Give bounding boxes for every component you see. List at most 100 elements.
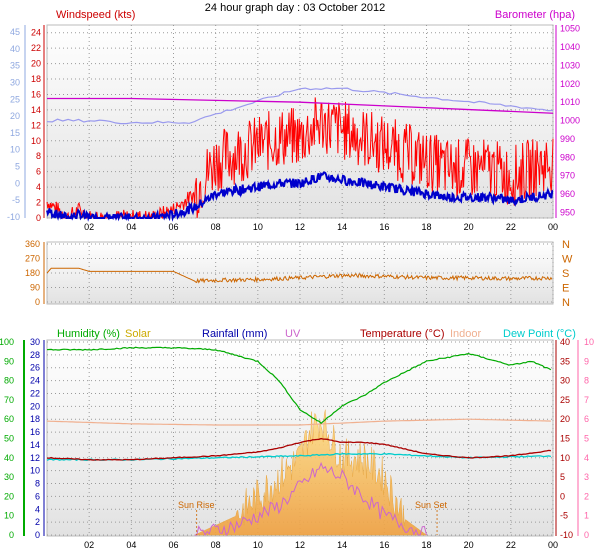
- dir-tick-label: 0: [35, 297, 40, 307]
- temp-tick-label: 30: [560, 376, 570, 386]
- wind-x-tick-label: 16: [379, 222, 389, 232]
- temp-x-tick-label: 22: [506, 540, 516, 550]
- legend-temperature: Temperature (°C): [360, 328, 444, 340]
- page-title: 24 hour graph day : 03 October 2012: [205, 2, 385, 14]
- uv-tick-label: 6: [584, 414, 589, 424]
- rain-tick-label: 0: [35, 530, 40, 540]
- legend-windspeed: Windspeed (kts): [56, 9, 135, 21]
- uv-tick-label: 9: [584, 356, 589, 366]
- baro-tick-label: 1050: [560, 24, 580, 34]
- wind-outer-tick-label: 40: [10, 44, 20, 54]
- rain-tick-label: 4: [35, 504, 40, 514]
- temp-x-tick-label: 14: [337, 540, 347, 550]
- legend-dewpoint: Dew Point (°C): [503, 328, 576, 340]
- wind-tick-label: 8: [36, 151, 41, 161]
- temp-tick-label: -10: [560, 530, 573, 540]
- dir-compass-label: N: [562, 239, 570, 251]
- baro-tick-label: 990: [560, 134, 575, 144]
- wind-tick-label: 16: [31, 89, 41, 99]
- dir-tick-label: 360: [25, 239, 40, 249]
- dir-compass-label: W: [562, 254, 573, 266]
- sunrise-label: Sun Rise: [178, 500, 215, 510]
- temp-tick-label: 5: [560, 472, 565, 482]
- humidity-tick-label: 50: [4, 434, 14, 444]
- temp-tick-label: 20: [560, 414, 570, 424]
- dir-compass-label: N: [562, 297, 570, 309]
- series-humidity: [46, 346, 552, 425]
- series-direction: [46, 267, 553, 284]
- rain-tick-label: 20: [30, 401, 40, 411]
- humidity-tick-label: 10: [4, 511, 14, 521]
- uv-tick-label: 10: [584, 337, 594, 347]
- temp-x-tick-label: 10: [253, 540, 263, 550]
- dir-compass-label: S: [562, 268, 569, 280]
- temp-x-tick-label: 06: [168, 540, 178, 550]
- legend-barometer: Barometer (hpa): [495, 9, 575, 21]
- baro-tick-label: 1020: [560, 79, 580, 89]
- wind-x-tick-label: 04: [126, 222, 136, 232]
- wind-x-tick-label: 06: [168, 222, 178, 232]
- wind-tick-label: 22: [31, 43, 41, 53]
- temp-tick-label: 10: [560, 453, 570, 463]
- rain-tick-label: 16: [30, 427, 40, 437]
- temp-tick-label: 0: [560, 491, 565, 501]
- uv-tick-label: 4: [584, 453, 589, 463]
- wind-outer-tick-label: 5: [15, 162, 20, 172]
- baro-tick-label: 960: [560, 189, 575, 199]
- rain-tick-label: 14: [30, 440, 40, 450]
- uv-tick-label: 7: [584, 395, 589, 405]
- legend-indoor: Indoor: [450, 328, 482, 340]
- temp-x-tick-label: 18: [421, 540, 431, 550]
- legend-rainfall: Rainfall (mm): [202, 328, 267, 340]
- wind-outer-tick-label: 30: [10, 77, 20, 87]
- wind-x-tick-label: 20: [464, 222, 474, 232]
- wind-outer-tick-label: -10: [7, 212, 20, 222]
- rain-tick-label: 8: [35, 479, 40, 489]
- wind-outer-tick-label: 0: [15, 178, 20, 188]
- wind-tick-label: 12: [31, 120, 41, 130]
- series-uv: [194, 461, 427, 537]
- wind-tick-label: 6: [36, 167, 41, 177]
- uv-tick-label: 2: [584, 491, 589, 501]
- wind-outer-tick-label: 45: [10, 27, 20, 37]
- humidity-tick-label: 30: [4, 472, 14, 482]
- wind-tick-label: 24: [31, 28, 41, 38]
- dir-tick-label: 180: [25, 268, 40, 278]
- humidity-tick-label: 70: [4, 395, 14, 405]
- wind-outer-tick-label: 20: [10, 111, 20, 121]
- series-solar: [194, 409, 428, 536]
- temp-x-tick-label: 12: [295, 540, 305, 550]
- humidity-tick-label: 20: [4, 491, 14, 501]
- rain-tick-label: 24: [30, 376, 40, 386]
- temp-tick-label: 15: [560, 434, 570, 444]
- uv-tick-label: 5: [584, 434, 589, 444]
- wind-outer-tick-label: 35: [10, 61, 20, 71]
- wind-x-tick-label: 18: [421, 222, 431, 232]
- wind-outer-tick-label: 10: [10, 145, 20, 155]
- rain-tick-label: 30: [30, 337, 40, 347]
- humidity-tick-label: 40: [4, 453, 14, 463]
- wind-x-tick-label: 22: [506, 222, 516, 232]
- wind-tick-label: 4: [36, 182, 41, 192]
- wind-tick-label: 2: [36, 198, 41, 208]
- series-indoor: [46, 418, 551, 426]
- wind-x-tick-label: 00: [548, 222, 558, 232]
- humidity-tick-label: 60: [4, 414, 14, 424]
- wind-x-tick-label: 08: [211, 222, 221, 232]
- rain-tick-label: 6: [35, 491, 40, 501]
- humidity-tick-label: 100: [0, 337, 14, 347]
- baro-tick-label: 1000: [560, 116, 580, 126]
- chart-series: [46, 87, 554, 537]
- legend-uv: UV: [285, 328, 301, 340]
- axis-tick-labels: 024681012141618202224-10-505101520253035…: [0, 24, 594, 550]
- baro-tick-label: 1040: [560, 42, 580, 52]
- rain-tick-label: 26: [30, 363, 40, 373]
- temp-tick-label: -5: [560, 511, 568, 521]
- series-temperature: [46, 437, 551, 461]
- sunset-label: Sun Set: [415, 500, 448, 510]
- uv-tick-label: 1: [584, 511, 589, 521]
- baro-tick-label: 980: [560, 152, 575, 162]
- temp-tick-label: 25: [560, 395, 570, 405]
- temp-x-tick-label: 08: [211, 540, 221, 550]
